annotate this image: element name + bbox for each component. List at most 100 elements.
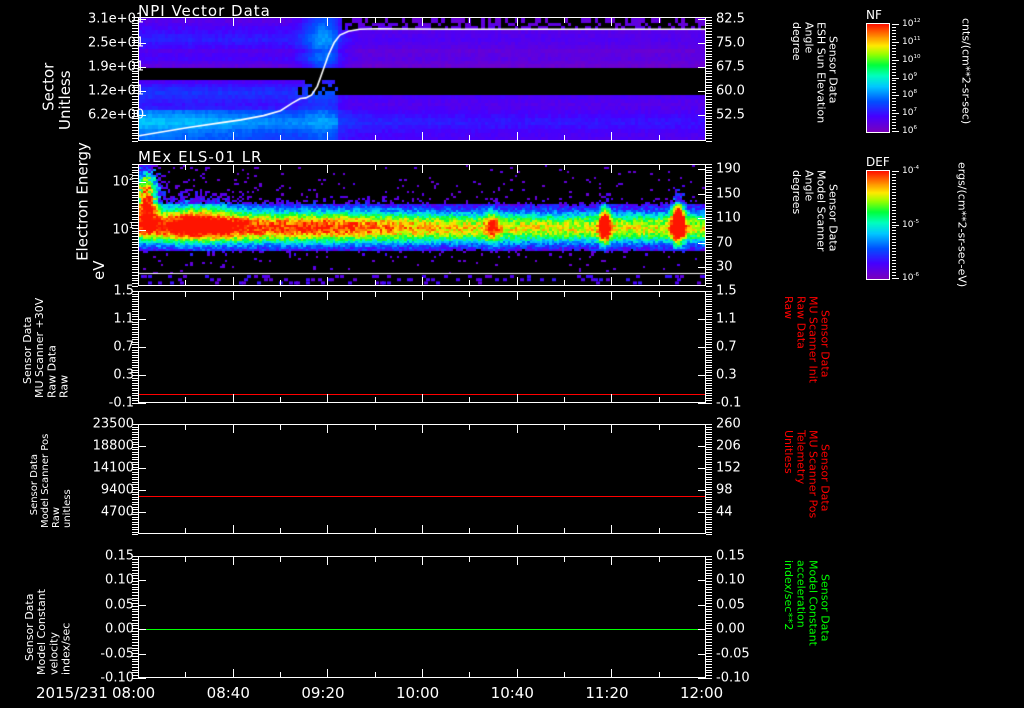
y-major-tick-right (698, 267, 706, 268)
y-minor-tick-right (706, 208, 712, 209)
x-tick-top (327, 291, 328, 300)
y-minor-tick-right (706, 645, 712, 646)
y-tick-label: 23500 (92, 416, 134, 432)
y-tick-label-right: -0.10 (716, 670, 750, 686)
y-minor-tick-right (706, 390, 712, 391)
y-minor-tick-right (706, 20, 712, 21)
y-tick-label: 101 (112, 221, 134, 238)
y-tick-label: 14100 (92, 460, 134, 476)
y-minor-tick-right (706, 600, 712, 601)
x-tick-top (564, 17, 565, 23)
y-minor-tick (132, 609, 138, 610)
y-minor-tick (132, 620, 138, 621)
time-tick-label: 09:20 (301, 684, 345, 702)
y-minor-tick (132, 672, 138, 673)
y-minor-tick-right (706, 344, 712, 345)
y-minor-tick (132, 127, 138, 128)
x-tick-top (233, 17, 234, 26)
x-tick-top (564, 424, 565, 430)
y-minor-tick-right (706, 514, 712, 515)
colorbar-nf (866, 23, 890, 133)
y-major-tick-right (698, 115, 706, 116)
y-minor-tick-right (706, 484, 712, 485)
y-minor-tick-right (706, 678, 712, 679)
panel-model-scanner-pos-raw (138, 424, 706, 534)
x-tick-top (280, 17, 281, 23)
colorbar-minor-tick (892, 242, 896, 243)
time-tick-label: 08:40 (206, 684, 250, 702)
y-major-tick (138, 182, 146, 183)
y-minor-tick (132, 110, 138, 111)
x-tick-top (517, 291, 518, 300)
y-minor-tick (132, 172, 138, 173)
y-tick-label-right: 0.7 (716, 339, 737, 355)
series-mu-scanner-pos-telemetry (139, 495, 705, 497)
x-tick-top (422, 164, 423, 173)
x-tick-top (659, 291, 660, 297)
x-tick-bottom (280, 135, 281, 141)
y-minor-tick (132, 628, 138, 629)
y-tick-label-right: 110 (716, 210, 741, 226)
x-tick-bottom (564, 397, 565, 403)
y-tick-label: 0.05 (105, 597, 134, 613)
y-minor-tick-right (706, 233, 712, 234)
y-minor-tick (132, 462, 138, 463)
y-minor-tick (132, 439, 138, 440)
y-minor-tick-right (706, 242, 712, 243)
colorbar-minor-tick (892, 227, 896, 228)
y-minor-tick (132, 656, 138, 657)
y-minor-tick-right (706, 592, 712, 593)
x-tick-bottom (611, 669, 612, 678)
y-minor-tick (132, 403, 138, 404)
colorbar-minor-tick (892, 272, 896, 273)
y-minor-tick (132, 529, 138, 530)
y-minor-tick-right (706, 575, 712, 576)
y-tick-label-right: 0.15 (716, 548, 745, 564)
y-minor-tick-right (706, 316, 712, 317)
y-major-tick (138, 678, 146, 679)
x-tick-top (659, 17, 660, 23)
y-tick-label: 3.1e+01 (88, 11, 145, 27)
y-minor-tick-right (706, 110, 712, 111)
y-minor-tick (132, 375, 138, 376)
colorbar-minor-tick (892, 210, 896, 211)
colorbar-nf-gradient (867, 24, 889, 132)
colorbar-minor-tick (892, 104, 896, 105)
y-minor-tick-right (706, 85, 712, 86)
y-minor-tick (132, 636, 138, 637)
y-minor-tick-right (706, 183, 712, 184)
y-minor-tick-right (706, 365, 712, 366)
y-minor-tick-right (706, 37, 712, 38)
colorbar-minor-tick (892, 171, 896, 172)
x-tick-top (517, 556, 518, 565)
y-minor-tick-right (706, 164, 712, 165)
y-minor-tick (132, 90, 138, 91)
colorbar-minor-tick (892, 219, 896, 220)
y-minor-tick-right (706, 332, 712, 333)
y-minor-tick-right (706, 222, 712, 223)
y-minor-tick-right (706, 623, 712, 624)
y-minor-tick (132, 87, 138, 88)
y-tick-label-right: 0.10 (716, 572, 745, 588)
y-minor-tick-right (706, 636, 712, 637)
x-tick-bottom (469, 280, 470, 286)
x-tick-top (564, 291, 565, 297)
date-label: 2015/231 (36, 684, 108, 702)
y-minor-tick-right (706, 656, 712, 657)
y-minor-tick (132, 40, 138, 41)
y-minor-tick (132, 181, 138, 182)
y-minor-tick (132, 477, 138, 478)
y-minor-tick (132, 272, 138, 273)
x-tick-bottom (375, 280, 376, 286)
x-tick-bottom (375, 135, 376, 141)
x-tick-bottom (564, 528, 565, 534)
y-minor-tick-right (706, 301, 712, 302)
y-minor-tick-right (706, 355, 712, 356)
y-minor-tick (132, 247, 138, 248)
y-minor-tick (132, 219, 138, 220)
y-tick-label: 0.10 (105, 572, 134, 588)
y-minor-tick (132, 645, 138, 646)
y-major-tick-right (698, 347, 706, 348)
x-tick-bottom (469, 672, 470, 678)
y-minor-tick-right (706, 398, 712, 399)
